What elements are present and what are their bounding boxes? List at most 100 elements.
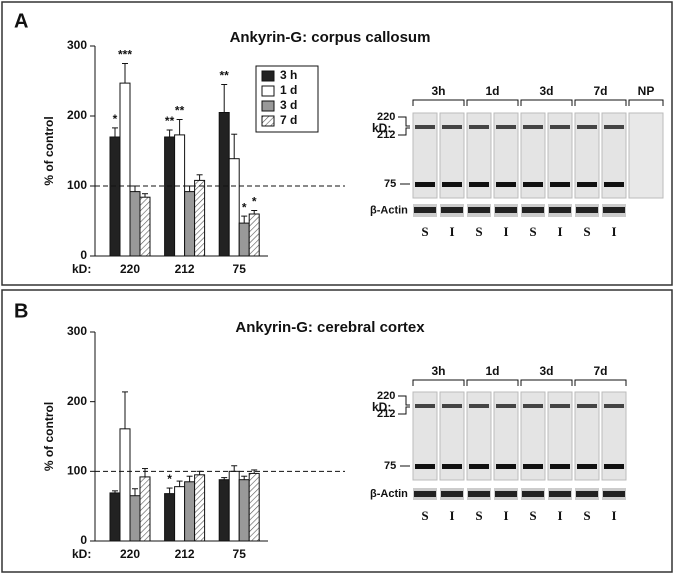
actin-band bbox=[603, 207, 625, 213]
y-tick-label: 300 bbox=[67, 38, 87, 52]
y-axis-label: % of control bbox=[42, 402, 56, 471]
bar bbox=[109, 136, 121, 257]
marker-label: 75 bbox=[384, 460, 396, 472]
blot-band bbox=[415, 464, 435, 469]
y-tick-label: 200 bbox=[67, 108, 87, 122]
lane-label: S bbox=[421, 508, 428, 523]
actin-band bbox=[414, 491, 436, 497]
legend-swatch bbox=[261, 100, 275, 112]
bar bbox=[119, 82, 131, 257]
legend-label: 1 d bbox=[280, 83, 297, 97]
bar bbox=[194, 179, 206, 257]
y-tick-label: 0 bbox=[80, 248, 87, 262]
blot-band bbox=[577, 182, 597, 187]
actin-band bbox=[576, 491, 598, 497]
actin-band bbox=[441, 491, 463, 497]
legend-label: 3 h bbox=[280, 68, 297, 82]
marker-label: 220 bbox=[377, 390, 395, 402]
bar bbox=[194, 474, 206, 542]
group-label: NP bbox=[638, 84, 655, 98]
blot-band bbox=[469, 182, 489, 187]
lane-label: I bbox=[557, 224, 562, 239]
actin-band bbox=[576, 207, 598, 213]
blot-band bbox=[415, 125, 435, 129]
blot-band bbox=[523, 464, 543, 469]
significance: *** bbox=[118, 48, 132, 62]
lane-label: S bbox=[475, 508, 482, 523]
lane-label: I bbox=[611, 224, 616, 239]
bar bbox=[129, 191, 141, 257]
x-tick-label: 75 bbox=[233, 262, 247, 276]
marker-label: 75 bbox=[384, 178, 396, 190]
lane-label: I bbox=[449, 508, 454, 523]
blot-band bbox=[442, 464, 462, 469]
lane-label: S bbox=[529, 508, 536, 523]
x-tick-label: 75 bbox=[233, 547, 247, 561]
bar bbox=[184, 481, 196, 542]
group-bracket bbox=[466, 99, 519, 106]
group-label: 1d bbox=[485, 84, 499, 98]
bar bbox=[238, 479, 250, 542]
group-bracket bbox=[574, 379, 627, 386]
blot-band bbox=[577, 404, 597, 408]
group-bracket bbox=[466, 379, 519, 386]
blot-band bbox=[469, 404, 489, 408]
significance: * bbox=[113, 112, 118, 126]
blot-band bbox=[577, 464, 597, 469]
bar bbox=[248, 472, 260, 542]
bar bbox=[184, 191, 196, 257]
significance: * bbox=[242, 200, 247, 214]
blot-lane bbox=[628, 112, 664, 199]
x-tick-label: 220 bbox=[120, 262, 140, 276]
group-label: 7d bbox=[593, 84, 607, 98]
loading-label: β-Actin bbox=[370, 204, 408, 216]
lane-label: S bbox=[583, 508, 590, 523]
blot-band bbox=[523, 182, 543, 187]
group-bracket bbox=[412, 99, 465, 106]
legend-label: 7 d bbox=[280, 113, 297, 127]
bar bbox=[228, 470, 240, 542]
marker-arrow bbox=[398, 395, 410, 467]
lane-label: I bbox=[449, 224, 454, 239]
group-label: 7d bbox=[593, 364, 607, 378]
panel-frame bbox=[1, 289, 673, 573]
bar bbox=[238, 222, 250, 257]
blot-band bbox=[604, 182, 624, 187]
actin-band bbox=[549, 207, 571, 213]
marker-label: 220 bbox=[377, 111, 395, 123]
blot-band bbox=[496, 182, 516, 187]
loading-label: β-Actin bbox=[370, 488, 408, 500]
marker-label: 212 bbox=[377, 408, 395, 420]
x-axis-label: kD: bbox=[72, 262, 91, 276]
bar bbox=[139, 476, 151, 542]
bar bbox=[228, 158, 240, 257]
bar bbox=[248, 213, 260, 257]
significance: * bbox=[252, 195, 257, 209]
actin-band bbox=[522, 207, 544, 213]
kd-label: kD: bbox=[372, 400, 391, 414]
blot-band bbox=[442, 404, 462, 408]
blot-band bbox=[550, 404, 570, 408]
actin-band bbox=[522, 491, 544, 497]
blot-band bbox=[523, 404, 543, 408]
actin-band bbox=[414, 207, 436, 213]
significance: * bbox=[167, 472, 172, 486]
y-tick-label: 300 bbox=[67, 324, 87, 338]
legend-swatch bbox=[261, 115, 275, 127]
chart-title: Ankyrin-G: cerebral cortex bbox=[235, 319, 425, 336]
actin-band bbox=[495, 491, 517, 497]
blot-band bbox=[604, 464, 624, 469]
lane-label: S bbox=[421, 224, 428, 239]
actin-band bbox=[468, 207, 490, 213]
bar bbox=[139, 196, 151, 257]
y-tick-label: 100 bbox=[67, 464, 87, 478]
group-bracket bbox=[520, 99, 573, 106]
x-tick-label: 212 bbox=[175, 547, 195, 561]
y-tick-label: 200 bbox=[67, 394, 87, 408]
group-label: 3d bbox=[539, 84, 553, 98]
group-bracket bbox=[574, 99, 627, 106]
legend-swatch bbox=[261, 85, 275, 97]
blot-band bbox=[577, 125, 597, 129]
kd-label: kD: bbox=[372, 121, 391, 135]
